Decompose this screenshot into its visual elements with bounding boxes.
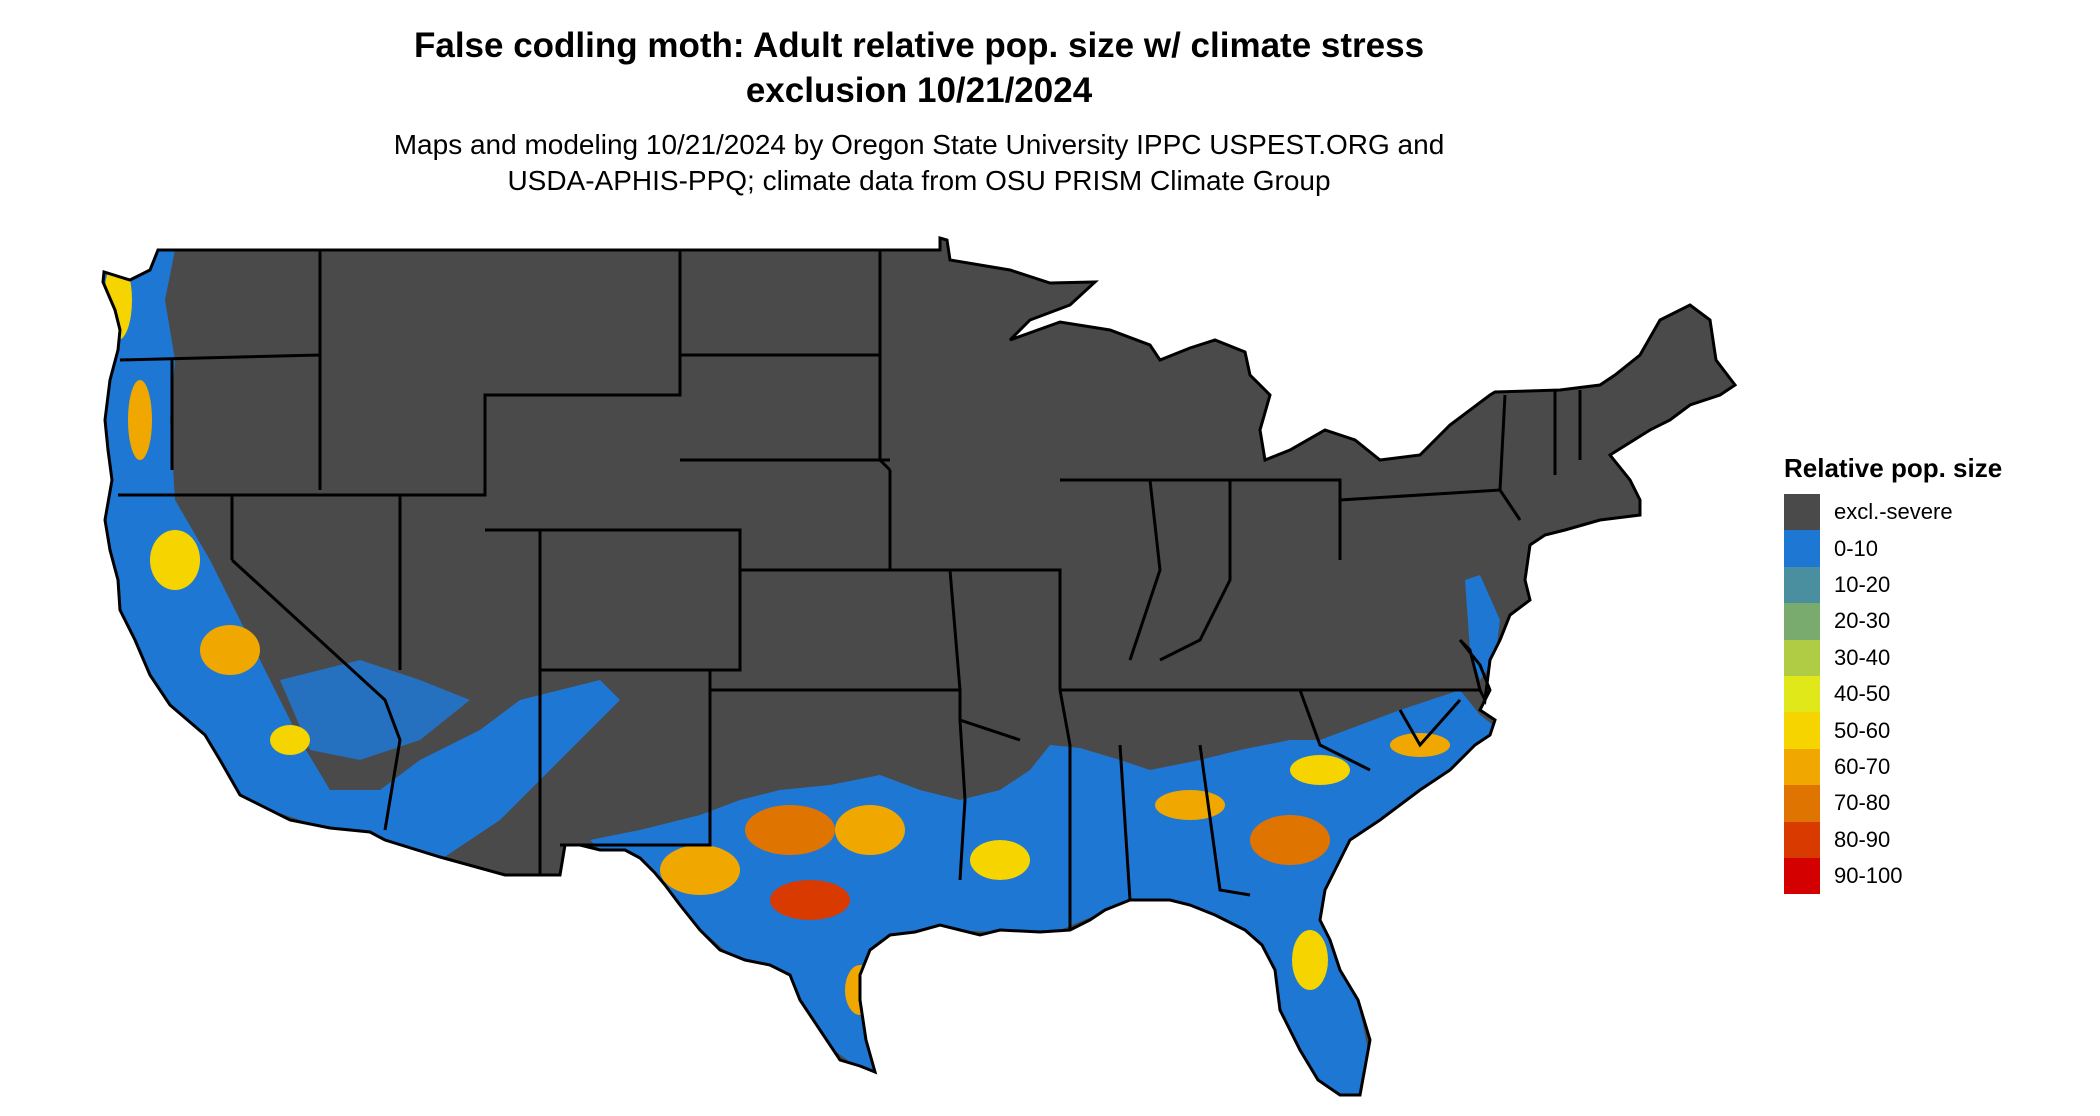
legend-label: 0-10 xyxy=(1834,535,1879,561)
legend-title: Relative pop. size xyxy=(1784,453,2003,483)
legend-item: 30-40 xyxy=(1784,639,2084,676)
legend-swatch xyxy=(1784,675,1820,713)
legend-swatch xyxy=(1784,712,1820,749)
west-suitability-region xyxy=(103,250,620,860)
legend-label: 30-40 xyxy=(1834,644,1891,670)
legend-swatch xyxy=(1784,530,1820,567)
legend-item: 60-70 xyxy=(1784,748,2084,786)
legend-item: 20-30 xyxy=(1784,603,2084,640)
legend-label: 40-50 xyxy=(1834,681,1891,707)
map-subtitle-line-1: Maps and modeling 10/21/2024 by Oregon S… xyxy=(393,129,1445,160)
suitability-layer xyxy=(103,250,1500,1095)
map-title-line-2: exclusion 10/21/2024 xyxy=(745,71,1093,110)
map-title-line-1: False codling moth: Adult relative pop. … xyxy=(413,26,1425,65)
legend-swatch xyxy=(1784,494,1820,531)
legend-swatch xyxy=(1784,603,1820,640)
legend-swatch xyxy=(1784,821,1820,858)
legend-label: 60-70 xyxy=(1834,753,1891,779)
legend-label: 10-20 xyxy=(1834,571,1891,597)
legend-swatch xyxy=(1784,639,1820,676)
legend-swatch xyxy=(1784,748,1820,786)
legend-swatch xyxy=(1784,785,1820,822)
legend: Relative pop. size excl.-severe 0-10 10-20… xyxy=(1784,452,2084,895)
legend-label: 20-30 xyxy=(1834,608,1891,634)
map-subtitle-line-2: USDA-APHIS-PPQ; climate data from OSU PR… xyxy=(507,165,1331,196)
legend-item: excl.-severe xyxy=(1784,494,2084,531)
legend-label: 80-90 xyxy=(1834,826,1891,852)
legend-label: 50-60 xyxy=(1834,717,1891,743)
mid-atlantic-suitability-region xyxy=(1465,575,1500,680)
legend-item: 80-90 xyxy=(1784,821,2084,858)
legend-swatch xyxy=(1784,566,1820,604)
legend-label: 70-80 xyxy=(1834,790,1891,816)
legend-items: excl.-severe 0-10 10-20 20-30 30-40 40-50 50-6… xyxy=(1784,494,2084,895)
legend-item: 10-20 xyxy=(1784,566,2084,604)
legend-item: 40-50 xyxy=(1784,675,2084,713)
legend-item: 0-10 xyxy=(1784,530,2084,567)
legend-label: excl.-severe xyxy=(1834,499,1953,525)
legend-swatch xyxy=(1784,857,1820,895)
southwest-suitability-region xyxy=(280,660,470,760)
legend-item: 70-80 xyxy=(1784,785,2084,822)
legend-item: 50-60 xyxy=(1784,712,2084,749)
state-borders xyxy=(118,250,1582,930)
legend-item: 90-100 xyxy=(1784,857,2084,895)
southeast-suitability-region xyxy=(590,690,1500,1095)
legend-label: 90-100 xyxy=(1834,863,1903,889)
